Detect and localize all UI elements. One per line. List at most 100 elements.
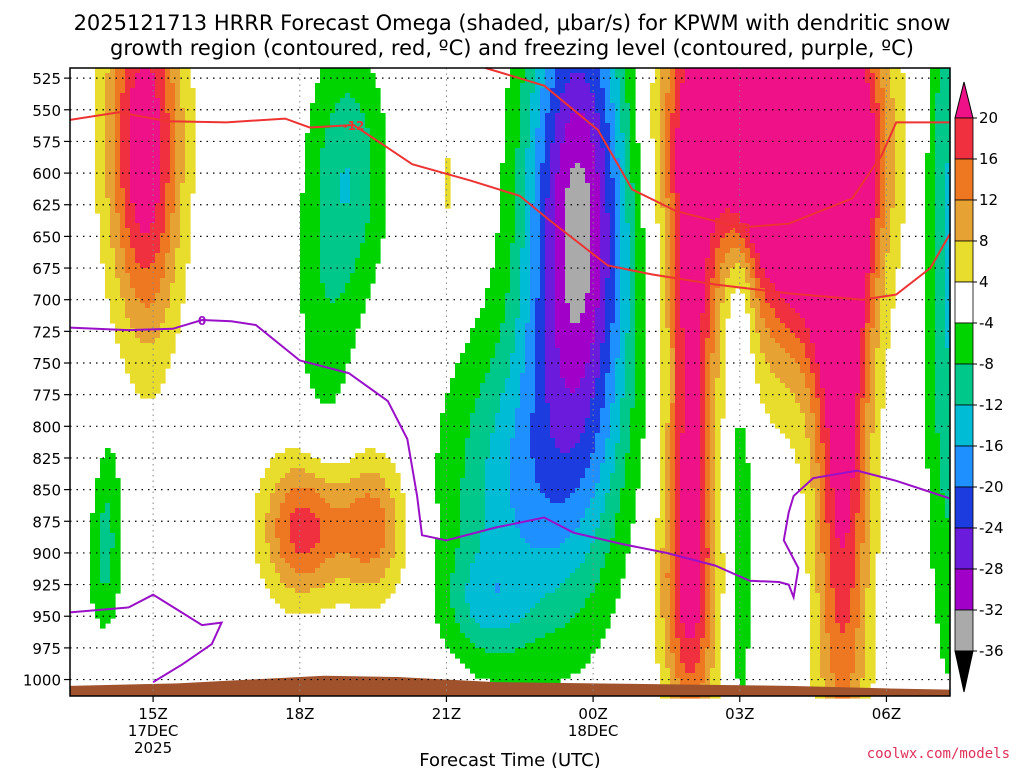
omega-cell xyxy=(655,183,661,189)
omega-cell xyxy=(785,273,791,279)
omega-cell xyxy=(610,173,616,179)
omega-cell xyxy=(570,78,576,84)
omega-cell xyxy=(340,208,346,214)
omega-cell xyxy=(890,173,896,179)
omega-cell xyxy=(875,188,881,194)
omega-cell xyxy=(945,253,951,259)
omega-cell xyxy=(630,93,636,99)
omega-cell xyxy=(300,213,306,219)
omega-cell xyxy=(780,133,786,139)
omega-cell xyxy=(945,193,951,199)
omega-cell xyxy=(175,248,181,254)
omega-cell xyxy=(945,218,951,224)
omega-cell xyxy=(525,203,531,209)
omega-cell xyxy=(890,248,896,254)
omega-cell xyxy=(590,128,596,134)
omega-cell xyxy=(670,208,676,214)
omega-cell xyxy=(750,183,756,189)
omega-cell xyxy=(845,193,851,199)
omega-cell xyxy=(180,108,186,114)
omega-cell xyxy=(715,128,721,134)
omega-cell xyxy=(180,213,186,219)
omega-cell xyxy=(130,193,136,199)
omega-cell xyxy=(730,263,736,269)
omega-cell xyxy=(500,253,506,259)
omega-cell xyxy=(330,173,336,179)
omega-cell xyxy=(835,228,841,234)
omega-cell xyxy=(605,268,611,274)
omega-cell xyxy=(535,228,541,234)
omega-cell xyxy=(335,253,341,259)
omega-cell xyxy=(840,193,846,199)
omega-cell xyxy=(745,143,751,149)
omega-cell xyxy=(655,218,661,224)
omega-cell xyxy=(895,178,901,184)
omega-cell xyxy=(585,123,591,129)
omega-cell xyxy=(830,88,836,94)
omega-cell xyxy=(930,243,936,249)
omega-cell xyxy=(500,223,506,229)
omega-cell xyxy=(760,273,766,279)
omega-cell xyxy=(335,193,341,199)
omega-cell xyxy=(370,143,376,149)
omega-cell xyxy=(670,243,676,249)
omega-cell xyxy=(885,228,891,234)
omega-cell xyxy=(665,213,671,219)
omega-cell xyxy=(500,258,506,264)
omega-cell xyxy=(825,223,831,229)
omega-cell xyxy=(510,123,516,129)
omega-cell xyxy=(775,98,781,104)
omega-cell xyxy=(515,123,521,129)
omega-cell xyxy=(510,83,516,89)
omega-cell xyxy=(310,223,316,229)
omega-cell xyxy=(865,143,871,149)
omega-cell xyxy=(590,273,596,279)
omega-cell xyxy=(850,88,856,94)
omega-cell xyxy=(320,178,326,184)
omega-cell xyxy=(930,213,936,219)
omega-cell xyxy=(735,148,741,154)
omega-cell xyxy=(715,233,721,239)
omega-cell xyxy=(565,123,571,129)
omega-cell xyxy=(580,163,586,169)
omega-cell xyxy=(575,213,581,219)
omega-cell xyxy=(820,68,826,74)
omega-cell xyxy=(855,68,861,74)
omega-cell xyxy=(780,268,786,274)
omega-cell xyxy=(770,188,776,194)
omega-cell xyxy=(565,243,571,249)
omega-cell xyxy=(835,243,841,249)
omega-cell xyxy=(815,138,821,144)
omega-cell xyxy=(660,223,666,229)
omega-cell xyxy=(335,118,341,124)
omega-cell xyxy=(105,138,111,144)
omega-cell xyxy=(510,213,516,219)
omega-cell xyxy=(315,273,321,279)
omega-cell xyxy=(565,273,571,279)
omega-cell xyxy=(365,248,371,254)
omega-cell xyxy=(875,98,881,104)
omega-cell xyxy=(310,158,316,164)
omega-cell xyxy=(720,158,726,164)
omega-cell xyxy=(175,253,181,259)
omega-cell xyxy=(530,73,536,79)
omega-cell xyxy=(345,218,351,224)
omega-cell xyxy=(535,158,541,164)
omega-cell xyxy=(675,78,681,84)
omega-cell xyxy=(515,113,521,119)
omega-cell xyxy=(730,273,736,279)
omega-cell xyxy=(925,178,931,184)
omega-cell xyxy=(525,208,531,214)
omega-cell xyxy=(790,243,796,249)
omega-cell xyxy=(155,93,161,99)
omega-cell xyxy=(890,68,896,74)
omega-cell xyxy=(185,163,191,169)
omega-cell xyxy=(175,243,181,249)
omega-cell xyxy=(850,218,856,224)
omega-cell xyxy=(315,133,321,139)
omega-cell xyxy=(345,273,351,279)
omega-cell xyxy=(170,148,176,154)
omega-cell xyxy=(505,223,511,229)
omega-cell xyxy=(505,93,511,99)
omega-cell xyxy=(765,218,771,224)
